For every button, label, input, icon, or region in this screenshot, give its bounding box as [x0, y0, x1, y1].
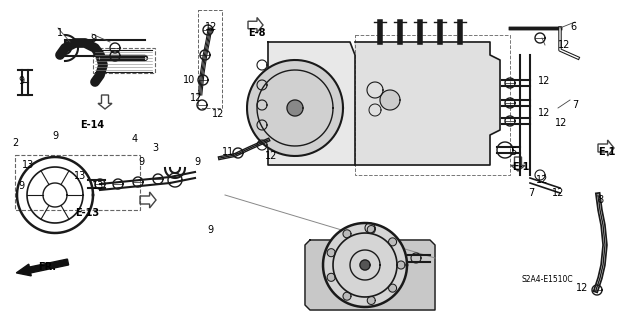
Text: 12: 12: [536, 175, 548, 185]
Text: 12: 12: [265, 151, 277, 161]
Text: 9: 9: [207, 225, 213, 235]
Text: 12: 12: [538, 76, 550, 86]
Polygon shape: [355, 42, 500, 165]
Text: 12: 12: [538, 108, 550, 118]
Text: 7: 7: [572, 100, 579, 110]
Text: 12: 12: [552, 188, 564, 198]
Polygon shape: [247, 60, 343, 156]
Polygon shape: [343, 292, 351, 300]
Polygon shape: [327, 273, 335, 281]
Text: 4: 4: [132, 134, 138, 144]
Polygon shape: [388, 284, 397, 292]
Text: E-1: E-1: [512, 162, 529, 172]
Text: 2: 2: [12, 138, 19, 148]
Text: 12: 12: [576, 283, 588, 293]
Text: 5: 5: [510, 147, 516, 157]
Polygon shape: [305, 240, 435, 310]
Polygon shape: [323, 223, 407, 307]
Text: 10: 10: [183, 75, 195, 85]
Text: 12: 12: [558, 40, 570, 50]
Text: 13: 13: [74, 171, 86, 181]
Text: 9: 9: [52, 131, 58, 141]
Polygon shape: [367, 296, 375, 304]
Text: 9: 9: [194, 157, 200, 167]
Bar: [355, 35, 510, 175]
Bar: [15, 155, 140, 210]
Text: 12: 12: [190, 93, 202, 103]
Bar: [93, 48, 155, 73]
Text: 1: 1: [57, 28, 63, 38]
Polygon shape: [343, 230, 351, 238]
Polygon shape: [268, 42, 355, 165]
Text: 9: 9: [90, 34, 96, 44]
Text: 12: 12: [212, 109, 225, 119]
FancyArrow shape: [16, 259, 68, 276]
Text: 13: 13: [92, 181, 104, 191]
Polygon shape: [380, 90, 400, 110]
Polygon shape: [360, 260, 370, 270]
Text: 13: 13: [22, 160, 35, 170]
Text: E-8: E-8: [248, 28, 266, 38]
Polygon shape: [388, 238, 397, 246]
Text: E-1: E-1: [598, 147, 616, 157]
Text: FR.: FR.: [38, 262, 56, 272]
Text: E-14: E-14: [80, 120, 104, 130]
Text: 6: 6: [570, 22, 576, 32]
Text: 9: 9: [138, 157, 144, 167]
Polygon shape: [287, 100, 303, 116]
Text: 7: 7: [528, 188, 534, 198]
Polygon shape: [397, 261, 405, 269]
Text: E-13: E-13: [75, 208, 99, 218]
Text: 9: 9: [18, 76, 24, 86]
Text: S2A4-E1510C: S2A4-E1510C: [522, 275, 573, 284]
Text: 11: 11: [222, 147, 234, 157]
Polygon shape: [367, 226, 375, 234]
Text: 9: 9: [18, 181, 24, 191]
Text: 12: 12: [555, 118, 568, 128]
Polygon shape: [327, 249, 335, 257]
Text: 8: 8: [597, 195, 603, 205]
Text: 12: 12: [205, 22, 218, 32]
Text: 3: 3: [152, 143, 158, 153]
